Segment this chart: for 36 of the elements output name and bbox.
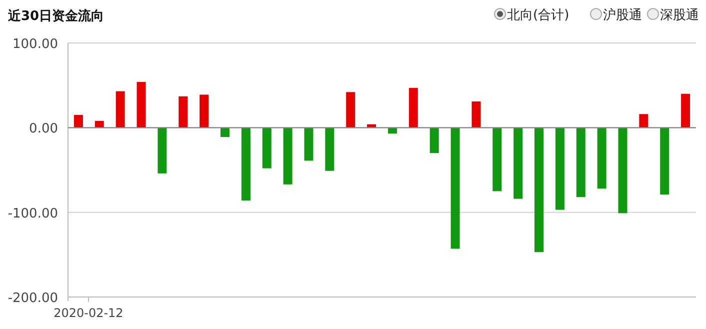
bar	[158, 128, 167, 174]
bar	[618, 128, 628, 214]
y-tick-label: 100.00	[12, 37, 58, 52]
bar	[660, 128, 670, 195]
bar	[534, 128, 544, 252]
bar	[430, 128, 439, 154]
text: 北向(合计)	[507, 8, 570, 23]
bar	[639, 114, 648, 128]
bar	[283, 128, 292, 184]
y-tick-label: -100.00	[8, 206, 58, 222]
bar	[220, 128, 230, 137]
y-tick-label: 0.00	[29, 122, 58, 137]
bar	[262, 128, 272, 168]
bar	[681, 94, 690, 128]
bar	[304, 128, 314, 161]
bar	[492, 128, 502, 192]
bar	[346, 92, 356, 128]
bar	[450, 128, 460, 249]
bar	[74, 114, 83, 128]
text: 深股通	[660, 8, 699, 23]
x-tick-label: 2020-02-12	[54, 306, 124, 320]
chart-title: 近30日资金流向	[7, 8, 104, 24]
bar	[325, 128, 334, 171]
bar	[178, 96, 188, 128]
bar	[136, 82, 146, 128]
bar	[241, 128, 250, 200]
bar	[116, 91, 125, 128]
bar	[408, 88, 418, 128]
bar	[597, 128, 606, 189]
bar	[576, 128, 586, 198]
bar	[555, 128, 564, 210]
y-tick-label: -200.00	[8, 291, 58, 306]
bar	[514, 128, 523, 199]
bar	[200, 94, 209, 128]
bar	[472, 101, 481, 128]
text: 沪股通	[603, 7, 642, 23]
